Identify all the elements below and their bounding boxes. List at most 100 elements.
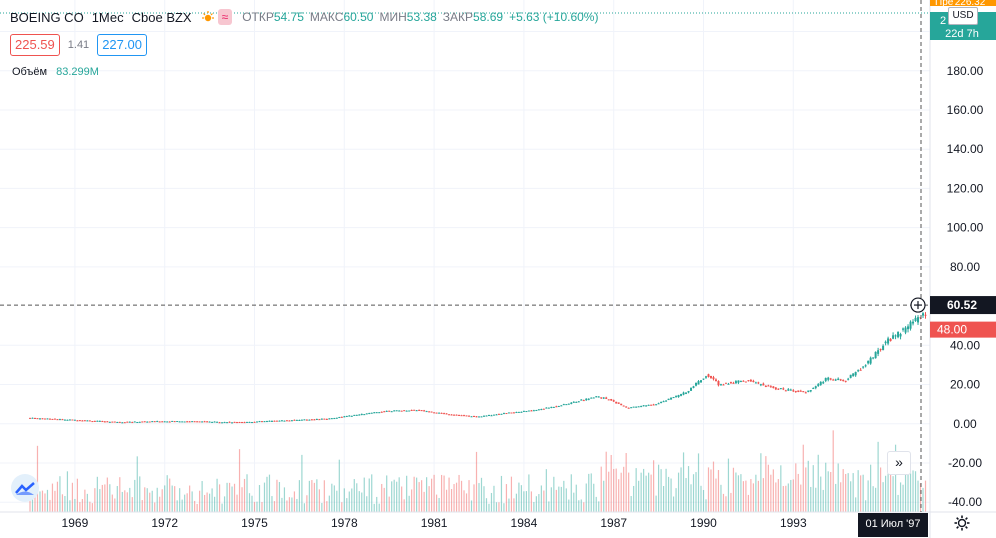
- candle-body: [46, 418, 49, 420]
- volume-bar: [416, 477, 418, 512]
- volume-bar: [426, 477, 428, 512]
- price-axis[interactable]: 200.00180.00160.00140.00120.00100.0080.0…: [929, 0, 984, 538]
- volume-bar: [800, 484, 802, 512]
- ask-button[interactable]: 227.00: [97, 34, 147, 56]
- price-tick-label: 120.00: [947, 181, 984, 195]
- volume-bar: [909, 473, 912, 512]
- volume-bar: [251, 495, 253, 512]
- volume-bar: [368, 478, 370, 512]
- volume-bar: [575, 484, 577, 512]
- candle-body: [453, 414, 456, 416]
- volume-bar: [213, 496, 216, 512]
- candle-body: [527, 410, 530, 412]
- volume-bar: [470, 500, 473, 512]
- scroll-to-realtime-button[interactable]: »: [887, 451, 911, 475]
- volume-bar: [363, 477, 365, 512]
- volume-bar: [233, 483, 236, 512]
- volume-bar: [204, 494, 206, 512]
- candle-body: [181, 421, 184, 423]
- volume-bar: [687, 466, 690, 512]
- symbol-name[interactable]: BOEING CO: [10, 9, 84, 25]
- candle-body: [29, 417, 31, 419]
- candle-body: [874, 351, 877, 359]
- candle-body: [295, 419, 298, 421]
- volume-bar: [635, 468, 637, 512]
- volume-bar: [151, 490, 153, 512]
- candle-body: [702, 378, 705, 380]
- candle-body: [904, 327, 907, 333]
- candle-body: [78, 420, 81, 422]
- volume-bar: [199, 490, 201, 512]
- pre-market-tag: [930, 0, 996, 6]
- interval[interactable]: 1Мес: [91, 9, 124, 25]
- sun-icon: [200, 10, 216, 24]
- candle-body: [300, 419, 303, 421]
- volume-bar: [56, 481, 59, 512]
- candle-body: [700, 380, 703, 383]
- candle-body: [670, 397, 673, 400]
- session-badge[interactable]: ≈: [217, 9, 233, 25]
- volume-bar: [830, 471, 832, 512]
- volume-bar: [253, 501, 256, 512]
- candle-body: [151, 421, 154, 423]
- volume-bar: [822, 489, 824, 512]
- candle-body: [542, 408, 545, 410]
- candle-body: [148, 421, 151, 423]
- bar-countdown: 22d 7h: [945, 28, 979, 40]
- candle-body: [241, 422, 244, 424]
- tradingview-logo-icon[interactable]: [11, 474, 39, 502]
- volume-bar: [46, 489, 49, 512]
- candle-body: [545, 407, 548, 409]
- candle-body: [350, 415, 353, 417]
- price-tick-label: 40.00: [950, 338, 980, 352]
- candle-body: [665, 400, 668, 402]
- candle-body: [415, 410, 418, 412]
- time-tick-label: 1972: [151, 516, 178, 530]
- candle-body: [251, 422, 254, 424]
- volume-bar: [540, 485, 542, 512]
- volume-bar: [550, 487, 552, 512]
- volume-bar: [316, 479, 318, 512]
- candle-body: [73, 419, 76, 421]
- candle-body: [627, 407, 630, 409]
- candle-body: [273, 420, 276, 422]
- volume-bar: [455, 482, 458, 512]
- volume-bar: [672, 496, 675, 512]
- bid-button[interactable]: 225.59: [10, 34, 60, 56]
- volume-bar: [361, 492, 363, 512]
- candle-body: [270, 420, 273, 422]
- volume-bar: [266, 476, 268, 512]
- candle-body: [630, 407, 633, 409]
- candle-body: [622, 405, 625, 407]
- candle-body: [767, 385, 770, 387]
- volume-bar: [111, 494, 113, 512]
- candle-body: [198, 421, 201, 423]
- candle-body: [116, 421, 119, 423]
- volume-bar: [875, 487, 877, 512]
- volume-bar: [431, 478, 433, 512]
- candle-body: [620, 403, 623, 406]
- volume-bar: [697, 453, 700, 512]
- volume-bar: [401, 486, 403, 512]
- volume-bar: [825, 462, 827, 512]
- change-value: +5.63 (+10.60%): [509, 10, 599, 24]
- time-tick-label: 1978: [331, 516, 358, 530]
- volume-bar: [658, 464, 660, 512]
- settings-gear-icon[interactable]: [953, 514, 971, 532]
- volume-bar: [221, 503, 223, 512]
- candle-body: [465, 415, 468, 417]
- candle-body: [804, 392, 807, 394]
- candle-body: [867, 361, 870, 364]
- candle-body: [33, 417, 36, 419]
- volume-bar: [465, 493, 468, 512]
- candle-body: [143, 421, 146, 423]
- volume-bar: [727, 458, 730, 512]
- candle-body: [315, 419, 318, 421]
- spread-value: 1.41: [67, 39, 90, 51]
- volume-bar: [847, 473, 849, 512]
- time-axis[interactable]: 1969 1972 1975 1978 1981 1984 1987 1990 1993: [0, 511, 996, 530]
- volume-bar: [343, 488, 345, 512]
- volume-bar: [682, 452, 685, 512]
- currency-button[interactable]: USD: [948, 7, 978, 25]
